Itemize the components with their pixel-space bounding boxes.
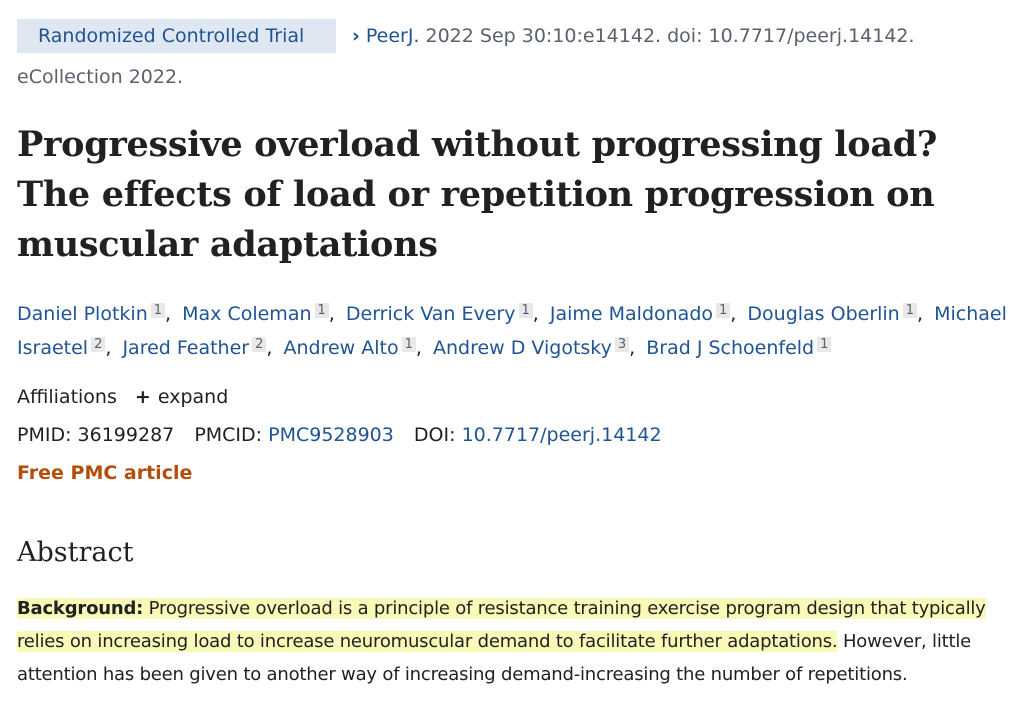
- author-entry: Max Coleman 1,: [182, 303, 340, 325]
- affiliation-number-button[interactable]: 1: [902, 303, 918, 318]
- article-title: Progressive overload without progressing…: [17, 124, 938, 265]
- background-highlighted-text: Progressive overload is a principle of r…: [17, 598, 986, 652]
- author-separator: ,: [328, 303, 335, 325]
- author-entry: Brad J Schoenfeld 1: [646, 337, 832, 359]
- pmid-label: PMID:: [17, 424, 72, 446]
- author-entry: Daniel Plotkin 1,: [17, 303, 176, 325]
- citation-line: › PeerJ. 2022 Sep 30:10:e14142. doi: 10.7…: [352, 23, 915, 49]
- author-separator: ,: [730, 303, 737, 325]
- citation-ecollection: eCollection 2022.: [17, 66, 184, 88]
- author-entry: Andrew D Vigotsky 3,: [433, 337, 640, 359]
- affiliation-number-button[interactable]: 3: [614, 337, 630, 352]
- pmid-value: 36199287: [77, 424, 175, 446]
- author-entry: Jared Feather 2,: [122, 337, 277, 359]
- author-link[interactable]: Derrick Van Every: [345, 303, 516, 325]
- free-pmc-article-link[interactable]: Free PMC article: [17, 462, 193, 484]
- affiliation-number-button[interactable]: 1: [150, 303, 166, 318]
- affiliation-number-button[interactable]: 1: [518, 303, 533, 318]
- author-link[interactable]: Brad J Schoenfeld: [646, 337, 815, 359]
- pmcid-link[interactable]: PMC9528903: [268, 424, 394, 446]
- publication-type-badge[interactable]: Randomized Controlled Trial: [17, 19, 336, 53]
- expand-affiliations-button[interactable]: + expand: [135, 386, 228, 408]
- doi-link[interactable]: 10.7717/peerj.14142: [461, 424, 662, 446]
- author-separator: ,: [415, 337, 422, 359]
- author-link[interactable]: Jaime Maldonado: [549, 303, 714, 325]
- pmcid-label: PMCID:: [194, 424, 263, 446]
- author-separator: ,: [266, 337, 273, 359]
- author-link[interactable]: Andrew Alto: [283, 337, 399, 359]
- affiliation-number-button[interactable]: 2: [252, 337, 267, 352]
- author-entry: Michael Israetel 2,: [17, 303, 1007, 359]
- expand-label: expand: [157, 386, 229, 408]
- author-separator: ,: [105, 337, 112, 359]
- affiliation-number-button[interactable]: 1: [716, 303, 731, 318]
- background-rest-text: However, little attention has been given…: [17, 631, 972, 685]
- affiliations-label: Affiliations: [17, 386, 117, 408]
- affiliation-number-button[interactable]: 1: [817, 337, 832, 352]
- identifiers-row: PMID: 36199287 PMCID: PMC9528903 DOI: 10…: [17, 422, 662, 448]
- author-link[interactable]: Douglas Oberlin: [747, 303, 900, 325]
- author-link[interactable]: Andrew D Vigotsky: [432, 337, 612, 359]
- author-entry: Andrew Alto 1,: [283, 337, 426, 359]
- affiliation-number-button[interactable]: 1: [401, 337, 416, 352]
- author-link[interactable]: Max Coleman: [182, 303, 312, 325]
- author-link[interactable]: Daniel Plotkin: [17, 303, 148, 325]
- background-label: Background:: [17, 598, 144, 619]
- author-separator: ,: [917, 303, 924, 325]
- author-separator: ,: [532, 303, 539, 325]
- chevron-right-icon[interactable]: ›: [352, 25, 360, 47]
- author-entry: Jaime Maldonado 1,: [550, 303, 741, 325]
- doi-label: DOI:: [413, 424, 456, 446]
- affiliations-row: Affiliations + expand: [17, 384, 228, 410]
- author-link[interactable]: Michael Israetel: [17, 303, 1007, 359]
- abstract-heading: Abstract: [17, 537, 134, 568]
- journal-link[interactable]: PeerJ.: [365, 25, 420, 47]
- author-entry: Derrick Van Every 1,: [346, 303, 544, 325]
- authors-list: Daniel Plotkin 1, Max Coleman 1, Derrick V…: [17, 297, 1017, 365]
- author-link[interactable]: Jared Feather: [122, 337, 250, 359]
- author-separator: ,: [165, 303, 172, 325]
- affiliation-number-button[interactable]: 1: [314, 303, 329, 318]
- author-separator: ,: [629, 337, 636, 359]
- plus-icon: +: [134, 386, 151, 408]
- citation-details: 2022 Sep 30:10:e14142. doi: 10.7717/peer…: [419, 25, 915, 47]
- abstract-text: Background: Progressive overload is a pr…: [17, 592, 1021, 691]
- author-entry: Douglas Oberlin 1,: [747, 303, 928, 325]
- affiliation-number-button[interactable]: 2: [91, 337, 106, 352]
